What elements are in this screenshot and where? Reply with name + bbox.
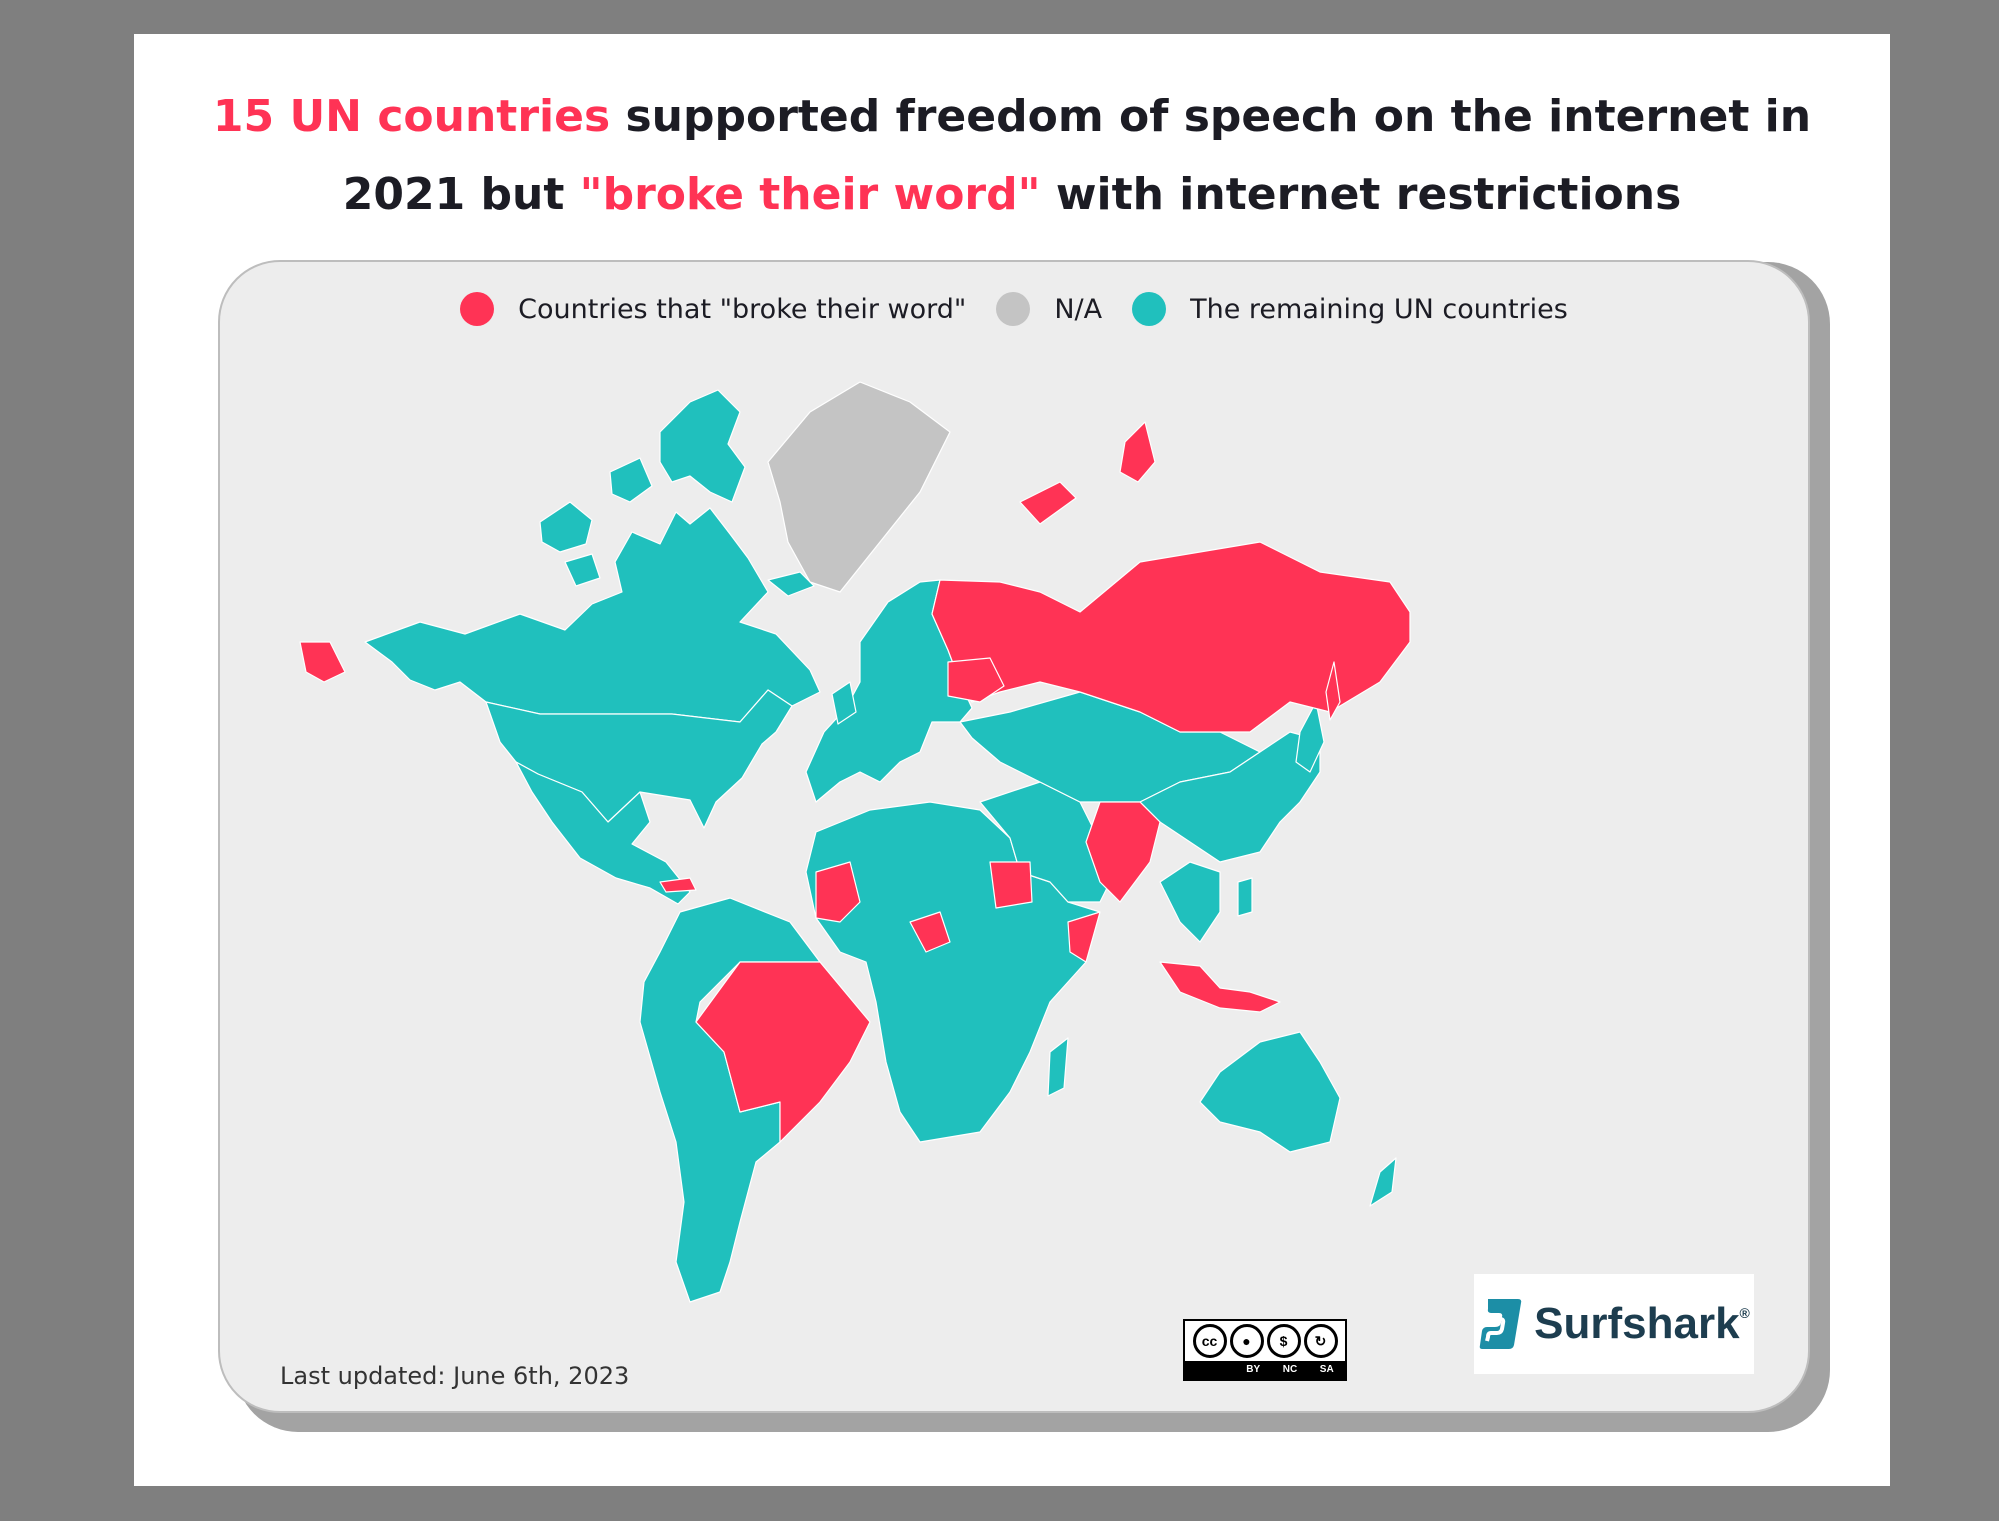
region-new-zealand bbox=[1369, 1157, 1397, 1207]
map-card: Countries that "broke their word" N/A Th… bbox=[218, 260, 1810, 1413]
surfshark-logo: Surfshark® bbox=[1474, 1274, 1754, 1374]
region-russia-north-island bbox=[1019, 481, 1077, 525]
cc-badge-nc: NC bbox=[1282, 1364, 1298, 1375]
region-madagascar bbox=[1047, 1037, 1069, 1097]
legend-item-na: N/A bbox=[996, 292, 1102, 326]
cc-badge-sa: SA bbox=[1319, 1364, 1334, 1375]
registered-mark: ® bbox=[1739, 1305, 1750, 1321]
region-russia-novaya-zemlya bbox=[1119, 421, 1156, 483]
legend-label-na: N/A bbox=[1054, 293, 1103, 325]
region-sudan bbox=[989, 861, 1033, 909]
region-west-africa bbox=[815, 861, 861, 923]
cc-icon: cc bbox=[1192, 1324, 1227, 1358]
surfshark-s-icon bbox=[1479, 1299, 1522, 1349]
region-mexico bbox=[515, 761, 691, 905]
region-alaska bbox=[299, 641, 346, 683]
legend-label-remaining: The remaining UN countries bbox=[1190, 293, 1568, 325]
region-arctic-islands bbox=[659, 389, 746, 503]
region-arctic-islands-2 bbox=[539, 501, 593, 553]
region-arctic-islands-4 bbox=[564, 553, 601, 587]
page-title: 15 UN countries supported freedom of spe… bbox=[134, 78, 1890, 234]
brand-name: Surfshark® bbox=[1534, 1299, 1750, 1349]
person-icon: ● bbox=[1229, 1324, 1264, 1358]
brand-name-text: Surfshark bbox=[1534, 1299, 1740, 1348]
region-russia bbox=[931, 541, 1411, 733]
title-line1-text: supported freedom of speech on the inter… bbox=[610, 91, 1812, 142]
legend-item-remaining: The remaining UN countries bbox=[1132, 292, 1568, 326]
cc-badge-by: BY bbox=[1246, 1364, 1261, 1375]
legend-dot-red bbox=[460, 292, 495, 326]
title-line2-end: with internet restrictions bbox=[1040, 169, 1682, 220]
world-map bbox=[299, 381, 1411, 1303]
map-legend: Countries that "broke their word" N/A Th… bbox=[220, 292, 1808, 326]
region-cuba bbox=[659, 877, 697, 893]
legend-dot-gray bbox=[996, 292, 1031, 326]
last-updated-text: Last updated: June 6th, 2023 bbox=[280, 1362, 630, 1390]
region-southeast-asia bbox=[1159, 861, 1221, 943]
region-ukraine-belarus bbox=[947, 657, 1005, 703]
region-canada bbox=[364, 507, 821, 723]
title-line-1: 15 UN countries supported freedom of spe… bbox=[134, 78, 1890, 156]
region-sakhalin bbox=[1325, 661, 1341, 721]
legend-item-broke-word: Countries that "broke their word" bbox=[460, 292, 966, 326]
region-nigeria bbox=[909, 911, 951, 953]
region-indonesia bbox=[1159, 961, 1281, 1013]
region-pakistan-india bbox=[1085, 801, 1161, 903]
infographic-sheet: 15 UN countries supported freedom of spe… bbox=[134, 34, 1890, 1486]
region-ethiopia-somalia bbox=[1067, 911, 1101, 963]
title-highlight-quote: "broke their word" bbox=[579, 169, 1041, 220]
region-australia bbox=[1199, 1031, 1341, 1153]
region-brazil bbox=[695, 961, 871, 1143]
region-greenland bbox=[767, 381, 951, 593]
title-highlight-count: 15 UN countries bbox=[212, 91, 611, 142]
no-dollar-icon: $ bbox=[1266, 1324, 1301, 1358]
legend-dot-teal bbox=[1132, 292, 1167, 326]
region-china bbox=[1139, 731, 1321, 863]
share-alike-icon: ↻ bbox=[1303, 1324, 1338, 1358]
creative-commons-badge: cc ● $ ↻ BY NC SA bbox=[1183, 1319, 1347, 1381]
title-line-2: 2021 but "broke their word" with interne… bbox=[134, 156, 1890, 234]
region-philippines bbox=[1237, 877, 1253, 917]
region-arctic-islands-3 bbox=[609, 457, 653, 503]
region-uk bbox=[831, 681, 857, 725]
legend-label-broke-word: Countries that "broke their word" bbox=[518, 293, 967, 325]
title-line2-start: 2021 but bbox=[342, 169, 580, 220]
region-iceland bbox=[767, 571, 815, 597]
